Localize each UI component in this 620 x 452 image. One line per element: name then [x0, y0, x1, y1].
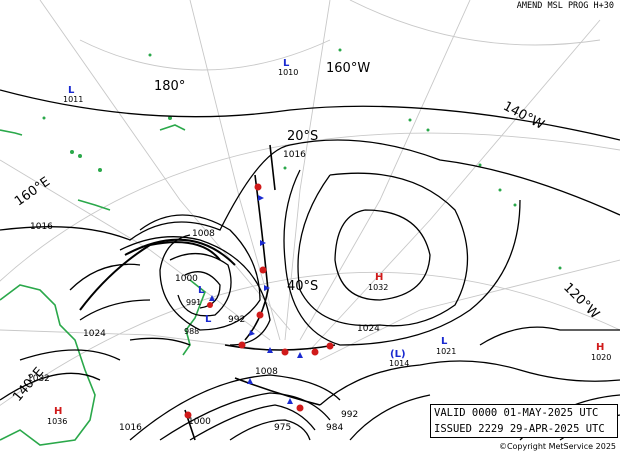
low-value: 988 — [184, 327, 199, 336]
low-value: 991 — [186, 298, 201, 307]
graticule-label: 120°W — [560, 280, 602, 322]
low-marker: L — [68, 85, 75, 96]
isobar-label: 992 — [341, 410, 358, 420]
graticule-label: 160°W — [326, 61, 370, 76]
valid-time: VALID 0000 01-MAY-2025 UTC — [434, 407, 599, 419]
isobars — [0, 89, 620, 441]
isobar-label: 975 — [274, 423, 291, 433]
low-value: 1011 — [63, 95, 83, 104]
graticule-label: 20°S — [287, 129, 318, 144]
isobar-label: 1016 — [30, 222, 53, 232]
high-marker: H — [375, 272, 383, 283]
low-value: 1021 — [436, 347, 456, 356]
isobar-label: 1024 — [357, 324, 380, 334]
graticule-label: 140°W — [500, 99, 546, 133]
copyright-notice: ©Copyright MetService 2025 — [498, 442, 616, 451]
low-marker: L — [441, 336, 448, 347]
graticule-label: 140°E — [10, 365, 47, 405]
isobar-label-group: 1016 1008 1000 992 1024 1032 1016 1008 1… — [27, 150, 380, 433]
isobar-label: 1016 — [283, 150, 306, 160]
chart-title: AMEND MSL PROG H+30 — [516, 1, 614, 11]
isobar-label: 1000 — [175, 274, 198, 284]
isobar-label: 1008 — [255, 367, 278, 377]
isobar-label: 1032 — [27, 374, 50, 384]
graticule-label: 180° — [154, 79, 185, 94]
low-marker: L — [283, 58, 290, 69]
high-marker: H — [596, 342, 604, 353]
low-value: 1010 — [278, 68, 298, 77]
isobar-label: 1000 — [188, 417, 211, 427]
isobar-label: 984 — [326, 423, 343, 433]
graticule — [0, 0, 620, 407]
validity-info-box: VALID 0000 01-MAY-2025 UTC ISSUED 2229 2… — [430, 404, 618, 438]
high-value: 1032 — [368, 283, 388, 292]
high-value: 1036 — [47, 417, 67, 426]
isobar-label: 1016 — [119, 423, 142, 433]
isobar-label: 1024 — [83, 329, 106, 339]
low-marker: L — [198, 285, 205, 296]
pressure-systems: L 1010 L 1011 H 1032 L 1021 (L) 1014 H 1… — [47, 58, 611, 426]
low-marker: (L) — [390, 349, 406, 360]
high-value: 1020 — [591, 353, 611, 362]
graticule-label: 40°S — [287, 279, 318, 294]
high-marker: H — [54, 406, 62, 417]
isobar-label: 992 — [228, 315, 245, 325]
issued-time: ISSUED 2229 29-APR-2025 UTC — [434, 423, 605, 435]
low-marker: L — [205, 314, 212, 325]
isobar-label: 1008 — [192, 229, 215, 239]
low-value: 1014 — [389, 359, 409, 368]
fronts — [79, 144, 336, 441]
